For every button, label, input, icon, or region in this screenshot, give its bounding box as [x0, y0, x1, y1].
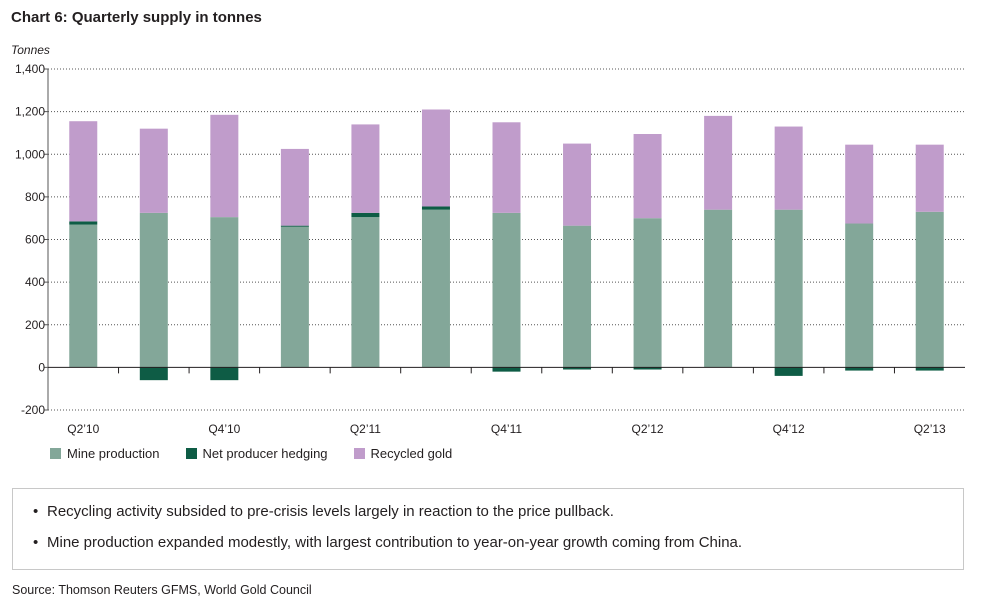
legend-item-mine-production: Mine production [50, 446, 160, 461]
bar-segment-recycled-gold [774, 126, 803, 210]
bar-segment-mine-production [210, 217, 239, 368]
bar-segment-mine-production [563, 225, 592, 368]
legend-label-net-producer-hedging: Net producer hedging [202, 446, 328, 461]
bar-segment-recycled-gold [280, 148, 309, 226]
bar-segment-net-producer-hedging [69, 221, 98, 225]
bar-segment-net-producer-hedging [139, 367, 168, 381]
bar-segment-mine-production [915, 211, 944, 368]
bullet-icon: • [33, 503, 39, 520]
bar-segment-mine-production [280, 226, 309, 368]
bar-segment-mine-production [704, 209, 733, 368]
y-tick-label: 1,200 [15, 105, 45, 119]
bar-segment-recycled-gold [351, 124, 380, 213]
x-tick-label: Q4’11 [491, 422, 522, 436]
x-tick-label: Q2’12 [632, 422, 664, 436]
bar-segment-mine-production [492, 212, 521, 368]
note-item: • Recycling activity subsided to pre-cri… [33, 503, 963, 521]
y-tick-label: 200 [25, 318, 45, 332]
legend-label-recycled-gold: Recycled gold [370, 446, 453, 461]
bar-segment-recycled-gold [210, 114, 239, 218]
source-note: Source: Thomson Reuters GFMS, World Gold… [12, 583, 312, 597]
legend-item-recycled-gold: Recycled gold [353, 446, 453, 461]
chart: Tonnes -200 0 200 400 600 800 1,000 1,200 1,400 Q2… [11, 43, 965, 436]
bar-segment-net-producer-hedging [633, 367, 662, 370]
bar-segment-net-producer-hedging [351, 212, 380, 218]
legend-swatch-mine-production [50, 448, 61, 459]
bar-segment-recycled-gold [633, 134, 662, 219]
legend-label-mine-production: Mine production [67, 446, 160, 461]
legend-item-net-producer-hedging: Net producer hedging [185, 446, 328, 461]
x-tick-label: Q2’13 [914, 422, 946, 436]
bullet-icon: • [33, 534, 39, 551]
x-tick-label: Q2’11 [350, 422, 381, 436]
x-tick-label: Q4’12 [773, 422, 805, 436]
notes-box: • Recycling activity subsided to pre-cri… [12, 488, 964, 570]
bar-segment-net-producer-hedging [774, 367, 803, 376]
x-tick-label: Q2’10 [67, 422, 99, 436]
bar-segment-recycled-gold [915, 144, 944, 212]
bar-segment-net-producer-hedging [915, 367, 944, 371]
y-tick-label: 600 [25, 233, 45, 247]
legend-swatch-recycled-gold [353, 448, 365, 459]
note-text: Recycling activity subsided to pre-crisi… [47, 503, 614, 520]
y-tick-label: 800 [25, 190, 45, 204]
note-item: • Mine production expanded modestly, wit… [33, 534, 963, 552]
bar-segment-net-producer-hedging [280, 225, 309, 227]
bar-segment-recycled-gold [845, 144, 874, 224]
bar-segment-mine-production [633, 218, 662, 368]
bar-segment-recycled-gold [563, 143, 592, 226]
legend-swatch-net-producer-hedging [185, 448, 197, 459]
y-tick-label: 1,000 [15, 147, 45, 161]
note-text: Mine production expanded modestly, with … [47, 534, 743, 551]
bar-segment-recycled-gold [704, 115, 733, 210]
y-tick-label: 0 [38, 360, 45, 374]
bar-segment-recycled-gold [139, 128, 168, 213]
y-tick-label: 1,400 [15, 62, 45, 76]
bar-segment-net-producer-hedging [421, 206, 450, 210]
bar-segment-net-producer-hedging [210, 367, 239, 381]
bar-segment-net-producer-hedging [845, 367, 874, 371]
bar-segment-mine-production [845, 223, 874, 368]
y-tick-label: -200 [21, 403, 45, 417]
bar-segment-net-producer-hedging [492, 367, 521, 372]
y-tick-label: 400 [25, 275, 45, 289]
y-axis-title: Tonnes [11, 43, 50, 57]
bar-segment-recycled-gold [492, 122, 521, 213]
bar-segment-mine-production [69, 224, 98, 368]
bar-segment-recycled-gold [421, 109, 450, 207]
bar-segment-mine-production [774, 209, 803, 368]
x-tick-label: Q4’10 [208, 422, 240, 436]
chart-title: Chart 6: Quarterly supply in tonnes [11, 9, 262, 26]
bar-segment-net-producer-hedging [563, 367, 592, 370]
chart-legend: Mine production Net producer hedging Rec… [50, 446, 452, 461]
bar-segment-mine-production [351, 217, 380, 368]
bar-segment-mine-production [421, 209, 450, 368]
bar-segment-recycled-gold [69, 121, 98, 222]
bar-segment-mine-production [139, 212, 168, 368]
